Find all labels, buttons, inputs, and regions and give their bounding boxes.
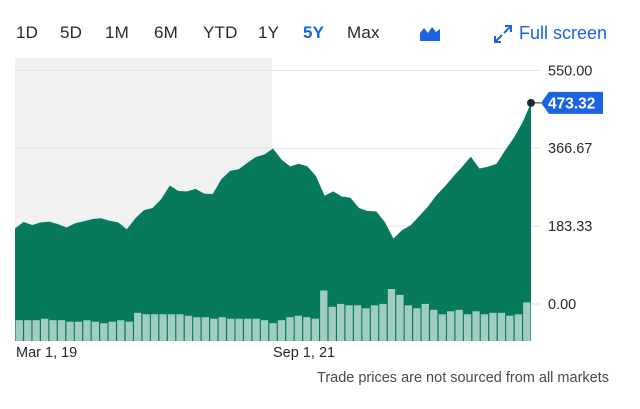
y-tick-label: 0.00 (548, 297, 576, 313)
volume-bar (506, 315, 514, 341)
volume-bar (447, 311, 455, 341)
volume-bar (320, 290, 328, 341)
volume-bar (337, 303, 345, 341)
footnote: Trade prices are not sourced from all ma… (317, 370, 609, 386)
volume-bar (176, 314, 184, 341)
last-value-badge (541, 91, 603, 114)
volume-bar (514, 314, 522, 341)
full-screen-label: Full screen (519, 23, 608, 43)
volume-bar (100, 323, 108, 341)
volume-bar (227, 318, 235, 341)
volume-bar (32, 320, 40, 341)
volume-bar (125, 321, 133, 341)
volume-bar (404, 305, 412, 341)
range-selector: 1D 5D 1M 6M YTD 1Y 5Y Max Full screen (0, 22, 640, 46)
range-tab-5d[interactable]: 5D (60, 23, 83, 42)
volume-bar (41, 318, 49, 341)
range-tab-1m[interactable]: 1M (105, 23, 130, 42)
x-tick-label: Sep 1, 21 (273, 345, 335, 361)
volume-bar (218, 317, 226, 341)
volume-bar (235, 318, 243, 341)
volume-bar (472, 311, 480, 341)
volume-bar (294, 315, 302, 341)
volume-bar (463, 314, 472, 341)
volume-bar (150, 314, 159, 341)
volume-bar (83, 320, 91, 341)
volume-bar (159, 314, 167, 341)
volume-bar (362, 308, 370, 341)
volume-bar (370, 305, 379, 341)
volume-bar (260, 320, 269, 341)
price-area (15, 103, 531, 341)
volume-bar (303, 317, 311, 341)
volume-bar (142, 314, 150, 341)
volume-bar (91, 321, 99, 341)
volume-bar (108, 321, 116, 341)
volume-bar (49, 320, 57, 341)
last-value-label: 473.32 (548, 95, 595, 112)
volume-bar (523, 302, 531, 341)
range-tab-1y[interactable]: 1Y (258, 23, 280, 42)
volume-bar (24, 320, 32, 341)
volume-bar (480, 314, 489, 341)
volume-bar (117, 320, 125, 341)
volume-bar (193, 317, 201, 341)
volume-bar (379, 303, 387, 341)
volume-bar (277, 320, 286, 341)
y-tick-label: 550.00 (548, 63, 592, 79)
volume-bar (57, 320, 66, 341)
volume-bar (413, 308, 421, 341)
mountain-chart-icon[interactable] (419, 24, 441, 42)
volume-bar (396, 294, 404, 341)
volume-bar (66, 321, 74, 341)
last-value-dot (527, 98, 535, 107)
volume-bar (184, 315, 193, 341)
volume-bar (74, 321, 83, 341)
range-tab-5y[interactable]: 5Y (303, 23, 325, 42)
range-tab-6m[interactable]: 6M (154, 23, 179, 42)
volume-bar (269, 323, 277, 341)
range-tab-ytd[interactable]: YTD (203, 23, 238, 42)
volume-bar (430, 309, 438, 341)
volume-bar (387, 289, 396, 341)
volume-bar (345, 305, 353, 341)
volume-bar (489, 312, 497, 341)
volume-bar (328, 306, 336, 341)
volume-bar (311, 318, 319, 341)
volume-bar (134, 312, 142, 341)
volume-bar (15, 320, 23, 341)
x-tick-label: Mar 1, 19 (16, 345, 77, 361)
volume-bar (421, 303, 429, 341)
volume-bar (354, 305, 362, 341)
volume-bar (252, 318, 260, 341)
volume-bar (167, 314, 176, 341)
volume-bar (210, 318, 218, 341)
volume-bar (286, 317, 294, 341)
volume-bar (244, 318, 252, 341)
expand-arrows-icon (494, 25, 512, 43)
volume-bar (497, 312, 506, 341)
volume-bar (455, 309, 463, 341)
range-tab-1d[interactable]: 1D (16, 23, 39, 42)
range-tab-max[interactable]: Max (347, 23, 380, 42)
y-tick-label: 366.67 (548, 141, 592, 157)
volume-bar (201, 317, 209, 341)
volume-bar (438, 314, 446, 341)
y-tick-label: 183.33 (548, 219, 592, 235)
